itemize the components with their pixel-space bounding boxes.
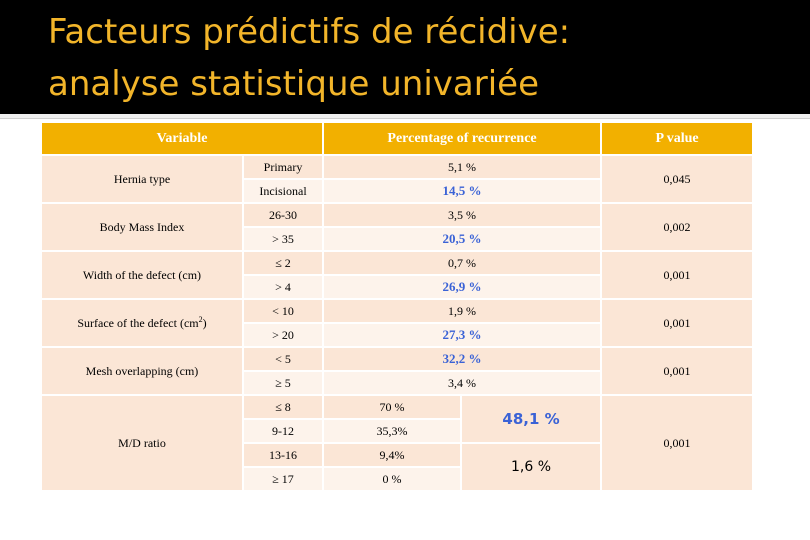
title-bar: Facteurs prédictifs de récidive: analyse… <box>0 0 810 114</box>
pvalue-cell: 0,002 <box>600 202 755 252</box>
table-header-row: Variable Percentage of recurrence P valu… <box>39 121 755 156</box>
percentage-cell: 70 % <box>322 394 463 420</box>
percentage-cell: 5,1 % <box>322 154 603 180</box>
percentage-cell: 0,7 % <box>322 250 603 276</box>
table-row: Hernia type Primary 5,1 % 0,045 <box>40 154 755 204</box>
recurrence-table: Variable Percentage of recurrence P valu… <box>39 121 755 492</box>
category-cell: ≥ 17 <box>241 466 325 492</box>
percentage-cell: 14,5 % <box>322 178 603 204</box>
percentage-cell: 32,2 % <box>322 346 603 372</box>
pvalue-cell: 0,001 <box>600 298 755 348</box>
variable-name: Body Mass Index <box>40 202 244 252</box>
percentage-cell: 3,5 % <box>322 202 603 228</box>
percentage-cell: 20,5 % <box>322 226 603 252</box>
table-row: > 35 20,5 % <box>41 226 753 252</box>
table-row: Incisional 14,5 % <box>41 178 753 204</box>
percentage-cell: 1,9 % <box>322 298 603 324</box>
variable-name: M/D ratio <box>40 394 244 492</box>
table-row: Body Mass Index 26-30 3,5 % 0,002 <box>40 202 755 252</box>
variable-name: Hernia type <box>40 154 244 204</box>
variable-name: Width of the defect (cm) <box>40 250 244 300</box>
table-row: > 4 26,9 % <box>41 274 753 300</box>
category-cell: 9-12 <box>241 418 325 444</box>
category-cell: ≤ 8 <box>241 394 325 420</box>
percentage-cell: 27,3 % <box>322 322 603 348</box>
combined-highlight-value: 48,1 % <box>502 410 560 428</box>
table-row: Mesh overlapping (cm) < 5 32,2 % 0,001 <box>40 346 755 396</box>
variable-name: Mesh overlapping (cm) <box>40 346 244 396</box>
percentage-cell: 0 % <box>322 466 463 492</box>
pvalue-cell: 0,001 <box>600 394 755 492</box>
table-row: ≥ 5 3,4 % <box>41 370 753 396</box>
table-row: 13-16 9,4% 1,6 % <box>41 442 753 492</box>
category-cell: ≤ 2 <box>241 250 325 276</box>
variable-name-suffix: ) <box>202 316 207 330</box>
pvalue-cell: 0,045 <box>600 154 755 204</box>
percentage-cell: 9,4% <box>322 442 463 468</box>
highlight-value: 20,5 % <box>442 231 482 246</box>
category-cell: > 4 <box>241 274 325 300</box>
highlight-value: 32,2 % <box>442 351 482 366</box>
category-cell: Incisional <box>241 178 325 204</box>
header-pvalue: P value <box>600 121 755 156</box>
header-percentage: Percentage of recurrence <box>322 121 603 156</box>
highlight-value: 26,9 % <box>442 279 482 294</box>
highlight-value: 27,3 % <box>442 327 482 342</box>
category-cell: > 20 <box>241 322 325 348</box>
category-cell: < 10 <box>241 298 325 324</box>
title-divider <box>0 114 810 119</box>
table-row: Width of the defect (cm) ≤ 2 0,7 % 0,001 <box>40 250 755 300</box>
pvalue-cell: 0,001 <box>600 346 755 396</box>
superscript: 2 <box>198 315 203 324</box>
category-cell: > 35 <box>241 226 325 252</box>
slide-title-line-2: analyse statistique univariée <box>48 64 539 104</box>
percentage-cell: 3,4 % <box>322 370 603 396</box>
category-cell: 13-16 <box>241 442 325 468</box>
table-row: > 20 27,3 % <box>41 322 753 348</box>
combined-percentage-cell: 1,6 % <box>460 442 603 492</box>
table-row: Surface of the defect (cm2) < 10 1,9 % 0… <box>40 298 755 348</box>
table-row: ≥ 17 0 % <box>41 466 753 492</box>
category-cell: 26-30 <box>241 202 325 228</box>
variable-name: Surface of the defect (cm2) <box>40 298 244 348</box>
highlight-value: 14,5 % <box>442 183 482 198</box>
percentage-cell: 26,9 % <box>322 274 603 300</box>
pvalue-cell: 0,001 <box>600 250 755 300</box>
table-row: 9-12 35,3% <box>41 418 753 444</box>
variable-name-text: Surface of the defect (cm <box>77 316 199 330</box>
percentage-cell: 35,3% <box>322 418 463 444</box>
category-cell: Primary <box>241 154 325 180</box>
category-cell: < 5 <box>241 346 325 372</box>
combined-percentage-cell: 48,1 % <box>460 394 603 444</box>
combined-value: 1,6 % <box>511 459 552 475</box>
header-variable: Variable <box>39 121 325 156</box>
category-cell: ≥ 5 <box>241 370 325 396</box>
table-row: M/D ratio ≤ 8 70 % 48,1 % 0,001 <box>40 394 755 492</box>
slide-title-line-1: Facteurs prédictifs de récidive: <box>48 12 571 52</box>
